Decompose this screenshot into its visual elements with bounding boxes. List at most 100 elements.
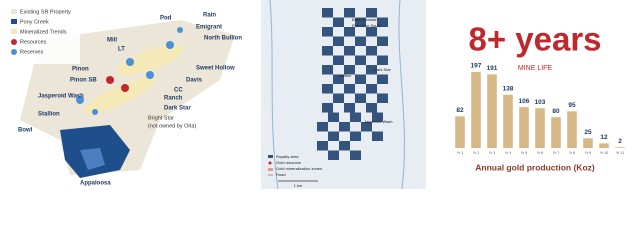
x-tick-label: Yr 6 bbox=[537, 151, 543, 155]
data-label: 191 bbox=[487, 65, 498, 72]
data-label: 12 bbox=[600, 134, 608, 141]
map-label: LT bbox=[118, 47, 125, 53]
bar bbox=[615, 147, 625, 148]
bar bbox=[487, 74, 497, 148]
royalty-block bbox=[344, 84, 355, 94]
x-tick-label: Yr 11 bbox=[616, 151, 624, 155]
x-tick-label: Yr 2 bbox=[473, 151, 479, 155]
data-label: 197 bbox=[471, 63, 482, 70]
royalty-block bbox=[344, 103, 355, 113]
data-label: 82 bbox=[456, 107, 464, 114]
royalty-block bbox=[328, 150, 339, 160]
trends bbox=[83, 44, 184, 114]
royalty-block bbox=[355, 55, 366, 65]
map-label: Sweet Hollow bbox=[196, 66, 235, 72]
royalty-block bbox=[355, 74, 366, 84]
legend-label: Pony Creek bbox=[20, 19, 49, 25]
map-label: Pinon SB bbox=[70, 78, 97, 84]
royalty-block bbox=[339, 122, 350, 132]
map-label: Emigrant bbox=[196, 25, 222, 31]
legend-label: Road bbox=[276, 172, 286, 177]
data-label: 138 bbox=[503, 85, 514, 92]
data-label: 106 bbox=[519, 98, 530, 105]
map-label: Bright Star bbox=[148, 115, 174, 121]
royalty-block bbox=[344, 65, 355, 75]
royalty-block bbox=[344, 27, 355, 37]
legend-label: Existing SR Property bbox=[20, 9, 71, 15]
data-label: 95 bbox=[568, 102, 576, 109]
map-label: Dark Star bbox=[164, 106, 191, 112]
royalty-block bbox=[322, 84, 333, 94]
left-map: Existing SR Property Pony Creek Minerali… bbox=[0, 0, 250, 189]
royalty-block bbox=[333, 55, 344, 65]
bar bbox=[471, 72, 481, 148]
chart-title: 8+ years bbox=[468, 21, 601, 58]
map-label: Pinon bbox=[72, 67, 89, 73]
royalty-block bbox=[322, 8, 333, 18]
map-label: Davis bbox=[186, 78, 203, 84]
royalty-block bbox=[366, 65, 377, 75]
legend-label: Royalty area bbox=[276, 154, 299, 159]
royalty-block bbox=[322, 65, 333, 75]
screenshot: Existing SR Property Pony Creek Minerali… bbox=[0, 0, 640, 189]
royalty-block bbox=[328, 112, 339, 122]
middle-map: Bald Mountain Pod Zone South Dark Star S… bbox=[261, 0, 426, 189]
legend-label: Reserves bbox=[20, 49, 43, 55]
chart-subtitle: MINE LIFE bbox=[518, 65, 553, 72]
royalty-block bbox=[366, 84, 377, 94]
map-label: Jasperoid Wash bbox=[364, 119, 393, 124]
map-label: North Bullion bbox=[204, 36, 242, 42]
bar-chart: 8+ years MINE LIFE Annual gold productio… bbox=[432, 0, 640, 189]
map-label: Rain bbox=[203, 13, 216, 19]
x-tick-label: Yr 9 bbox=[585, 151, 591, 155]
royalty-block bbox=[322, 46, 333, 56]
scale-label: 1 km bbox=[294, 183, 303, 188]
bar bbox=[583, 138, 593, 148]
pony-creek bbox=[80, 148, 105, 170]
royalty-block bbox=[333, 36, 344, 46]
royalty-block bbox=[350, 131, 361, 141]
royalty-block bbox=[366, 46, 377, 56]
royalty-block bbox=[350, 150, 361, 160]
legend-label: Mineralized Trends bbox=[20, 29, 67, 35]
royalty-block bbox=[322, 103, 333, 113]
x-tick-label: Yr 8 bbox=[569, 151, 575, 155]
map-label: Pod Zone South bbox=[352, 23, 381, 28]
map-label: Stallion bbox=[338, 73, 351, 78]
x-tick-label: Yr 3 bbox=[489, 151, 495, 155]
map-label: CC bbox=[174, 88, 183, 94]
royalty-block bbox=[339, 141, 350, 151]
royalty-block bbox=[366, 27, 377, 37]
map-label: Pod bbox=[160, 16, 172, 22]
x-tick-label: Yr 7 bbox=[553, 151, 559, 155]
bar bbox=[519, 107, 529, 148]
legend-label: Gold mineralization zones bbox=[276, 166, 322, 171]
map-label: Stallion bbox=[38, 112, 60, 118]
data-label: 25 bbox=[584, 129, 592, 136]
royalty-block bbox=[366, 8, 377, 18]
legend-label: Resources bbox=[20, 39, 47, 45]
map-label: Mill bbox=[107, 38, 117, 44]
royalty-block bbox=[344, 8, 355, 18]
royalty-block bbox=[317, 122, 328, 132]
royalty-block bbox=[333, 74, 344, 84]
royalty-block bbox=[328, 131, 339, 141]
bar bbox=[551, 117, 561, 148]
royalty-block bbox=[333, 93, 344, 103]
bar bbox=[567, 111, 577, 148]
map-label: Bald Mountain bbox=[352, 17, 378, 22]
royalty-block bbox=[333, 17, 344, 27]
map-label: Ranch bbox=[164, 96, 183, 102]
royalty-block bbox=[350, 112, 361, 122]
royalty-block bbox=[377, 55, 388, 65]
x-axis-title: Annual gold production (Koz) bbox=[475, 162, 595, 172]
royalty-block bbox=[372, 131, 383, 141]
bar bbox=[455, 116, 465, 148]
map-label: (not owned by Orla) bbox=[148, 123, 196, 129]
data-label: 80 bbox=[552, 108, 560, 115]
royalty-block bbox=[322, 27, 333, 37]
royalty-block bbox=[372, 112, 383, 122]
bar bbox=[599, 143, 609, 148]
royalty-blocks bbox=[317, 8, 388, 160]
map-label: Jasperoid Wash bbox=[38, 94, 84, 100]
